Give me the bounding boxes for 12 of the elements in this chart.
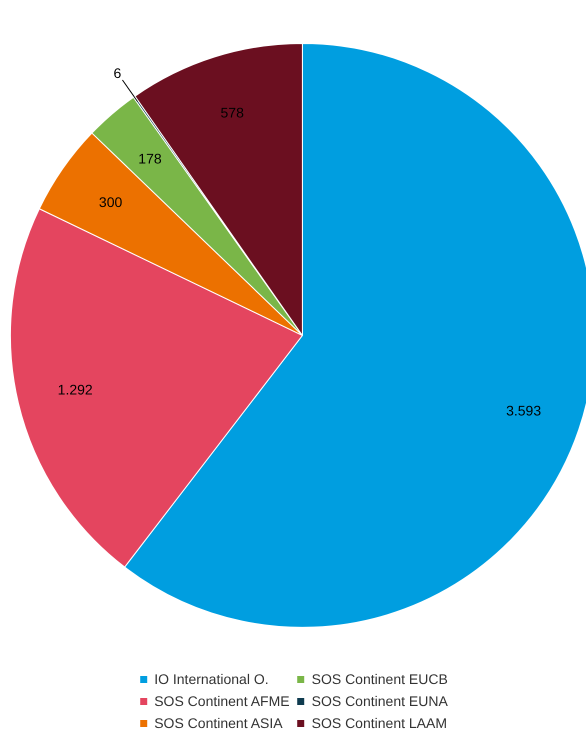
data-label: 1.292 <box>58 382 93 398</box>
legend-label: SOS Continent EUNA <box>312 693 448 709</box>
data-label: 300 <box>98 194 122 210</box>
data-label: 6 <box>114 64 122 81</box>
legend-label: SOS Continent LAAM <box>312 715 448 731</box>
data-label: 578 <box>220 104 244 121</box>
data-label: 178 <box>138 150 162 166</box>
legend-label: IO International O. <box>154 671 269 687</box>
legend-label: SOS Continent ASIA <box>154 715 283 731</box>
legend-label: SOS Continent AFME <box>154 693 290 709</box>
legend-label: SOS Continent EUCB <box>312 671 448 687</box>
data-label: 3.593 <box>506 402 542 419</box>
